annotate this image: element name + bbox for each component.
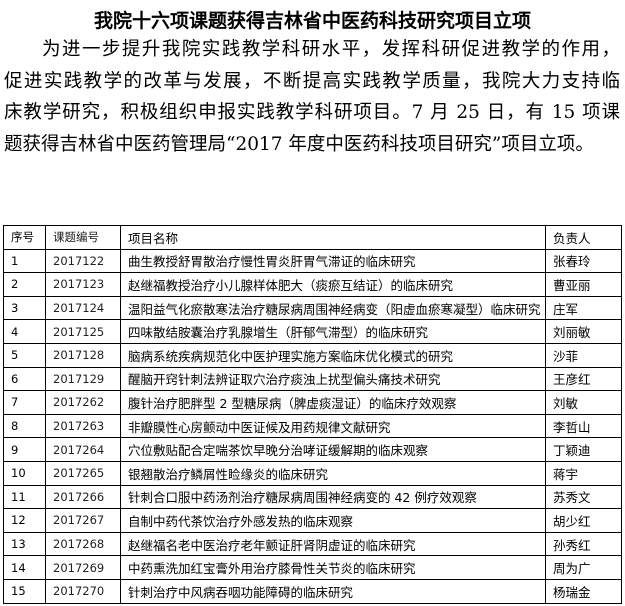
row-leader: 曹亚丽 (545, 272, 622, 297)
table-row: 14 2017269 中药熏洗加红宝膏外用治疗膝骨性关节炎的临床研究 周为广 (3, 555, 622, 580)
row-project-name: 银翘散治疗鳞屑性睑缘炎的临床研究 (120, 460, 546, 486)
header-index: 序号 (3, 225, 46, 250)
row-code: 2017266 (45, 484, 121, 510)
table-row: 8 2017263 非瓣膜性心房颤动中医证候及用药规律文献研究 李哲山 (3, 413, 622, 439)
row-code: 2017264 (45, 437, 121, 462)
row-project-name: 温阳益气化瘀散寒法治疗糖尿病周围神经病变（阳虚血瘀寒凝型）临床研究 (120, 295, 546, 321)
row-code: 2017124 (45, 295, 121, 321)
header-leader: 负责人 (545, 225, 622, 250)
row-code: 2017125 (45, 319, 121, 344)
row-code: 2017128 (45, 342, 121, 368)
row-project-name: 腹针治疗肥胖型 2 型糖尿病（脾虚痰湿证）的临床疗效观察 (120, 390, 546, 415)
row-project-name: 脑病系统疾病规范化中医护理实施方案临床优化模式的研究 (120, 342, 546, 368)
paragraph-line: 为进一步提升我院实践教学科研水平，发挥科研促进教学的作用， (42, 39, 620, 60)
row-code: 2017265 (45, 460, 121, 486)
row-index: 9 (3, 437, 46, 462)
page-title: 我院十六项课题获得吉林省中医药科技研究项目立项 (93, 10, 531, 32)
row-code: 2017263 (45, 413, 121, 439)
row-leader: 周为广 (545, 555, 622, 580)
row-index: 15 (3, 578, 46, 604)
row-index: 3 (3, 295, 46, 321)
header-project-name: 项目名称 (120, 225, 546, 250)
table-row: 6 2017129 醒脑开窍针刺法辨证取穴治疗痰浊上扰型偏头痛技术研究 王彦红 (3, 366, 622, 392)
row-index: 1 (3, 248, 46, 274)
row-index: 6 (3, 366, 46, 392)
row-index: 8 (3, 413, 46, 439)
row-code: 2017122 (45, 248, 121, 274)
table-row: 9 2017264 穴位敷贴配合定喘茶饮早晚分治哮证缓解期的临床观察 丁颖迪 (3, 437, 622, 462)
table-row: 3 2017124 温阳益气化瘀散寒法治疗糖尿病周围神经病变（阳虚血瘀寒凝型）临床研… (3, 295, 622, 321)
row-leader: 胡少红 (545, 508, 622, 533)
row-project-name: 中药熏洗加红宝膏外用治疗膝骨性关节炎的临床研究 (120, 555, 546, 580)
header-code: 课题编号 (45, 225, 121, 250)
table-row: 5 2017128 脑病系统疾病规范化中医护理实施方案临床优化模式的研究 沙菲 (3, 342, 622, 368)
row-index: 7 (3, 390, 46, 415)
table-row: 12 2017267 自制中药代茶饮治疗外感发热的临床观察 胡少红 (3, 508, 622, 533)
row-project-name: 醒脑开窍针刺法辨证取穴治疗痰浊上扰型偏头痛技术研究 (120, 366, 546, 392)
projects-table: 序号 课题编号 项目名称 负责人 1 2017122 曲生教授舒胃散治疗慢性胃炎肝胃… (3, 225, 622, 604)
row-leader: 苏秀文 (545, 484, 622, 510)
table-header-row: 序号 课题编号 项目名称 负责人 (3, 225, 622, 250)
row-code: 2017270 (45, 578, 121, 604)
row-leader: 李哲山 (545, 413, 622, 439)
row-code: 2017262 (45, 390, 121, 415)
row-project-name: 赵继福名老中医治疗老年颤证肝肾阴虚证的临床研究 (120, 531, 546, 557)
row-project-name: 自制中药代茶饮治疗外感发热的临床观察 (120, 508, 546, 533)
row-project-name: 针刺治疗中风病吞咽功能障碍的临床研究 (120, 578, 546, 604)
row-leader: 蒋宇 (545, 460, 622, 486)
row-project-name: 非瓣膜性心房颤动中医证候及用药规律文献研究 (120, 413, 546, 439)
row-code: 2017129 (45, 366, 121, 392)
row-leader: 孙秀红 (545, 531, 622, 557)
table-row: 1 2017122 曲生教授舒胃散治疗慢性胃炎肝胃气滞证的临床研究 张春玲 (3, 248, 622, 274)
row-code: 2017123 (45, 272, 121, 297)
row-leader: 庄军 (545, 295, 622, 321)
row-index: 10 (3, 460, 46, 486)
table-row: 2 2017123 赵继福教授治疗小儿腺样体肥大（痰瘀互结证）的临床研究 曹亚丽 (3, 272, 622, 297)
intro-paragraph: 为进一步提升我院实践教学科研水平，发挥科研促进教学的作用， 促进实践教学的改革与… (4, 34, 620, 160)
row-project-name: 曲生教授舒胃散治疗慢性胃炎肝胃气滞证的临床研究 (120, 248, 546, 274)
row-leader: 刘敏 (545, 390, 622, 415)
row-index: 12 (3, 508, 46, 533)
table-row: 10 2017265 银翘散治疗鳞屑性睑缘炎的临床研究 蒋宇 (3, 460, 622, 486)
table-row: 15 2017270 针刺治疗中风病吞咽功能障碍的临床研究 杨瑞金 (3, 578, 622, 604)
row-project-name: 针刺合口服中药汤剂治疗糖尿病周围神经病变的 42 例疗效观察 (120, 484, 546, 510)
row-index: 11 (3, 484, 46, 510)
row-index: 13 (3, 531, 46, 557)
row-code: 2017268 (45, 531, 121, 557)
paragraph-line: 促进实践教学的改革与发展，不断提高实践教学质量，我院大力支持临 (4, 70, 620, 92)
row-index: 14 (3, 555, 46, 580)
table-row: 4 2017125 四味散结胺囊治疗乳腺增生（肝郁气滞型）的临床研究 刘丽敏 (3, 319, 622, 344)
row-index: 2 (3, 272, 46, 297)
row-code: 2017267 (45, 508, 121, 533)
table-row: 13 2017268 赵继福名老中医治疗老年颤证肝肾阴虚证的临床研究 孙秀红 (3, 531, 622, 557)
row-index: 4 (3, 319, 46, 344)
row-project-name: 四味散结胺囊治疗乳腺增生（肝郁气滞型）的临床研究 (120, 319, 546, 344)
row-leader: 张春玲 (545, 248, 622, 274)
row-leader: 杨瑞金 (545, 578, 622, 604)
paragraph-line: 题获得吉林省中医药管理局“2017 年度中医药科技项目研究”项目立项。 (4, 133, 594, 155)
table-row: 11 2017266 针刺合口服中药汤剂治疗糖尿病周围神经病变的 42 例疗效观察苏… (3, 484, 622, 510)
row-leader: 刘丽敏 (545, 319, 622, 344)
row-leader: 丁颖迪 (545, 437, 622, 462)
row-project-name: 赵继福教授治疗小儿腺样体肥大（痰瘀互结证）的临床研究 (120, 272, 546, 297)
table-row: 7 2017262 腹针治疗肥胖型 2 型糖尿病（脾虚痰湿证）的临床疗效观察 刘敏 (3, 390, 622, 415)
paragraph-line: 床教学研究，积极组织申报实践教学科研项目。7 月 25 日，有 15 项课 (4, 102, 620, 123)
row-project-name: 穴位敷贴配合定喘茶饮早晚分治哮证缓解期的临床观察 (120, 437, 546, 462)
row-index: 5 (3, 342, 46, 368)
row-leader: 沙菲 (545, 342, 622, 368)
row-leader: 王彦红 (545, 366, 622, 392)
row-code: 2017269 (45, 555, 121, 580)
